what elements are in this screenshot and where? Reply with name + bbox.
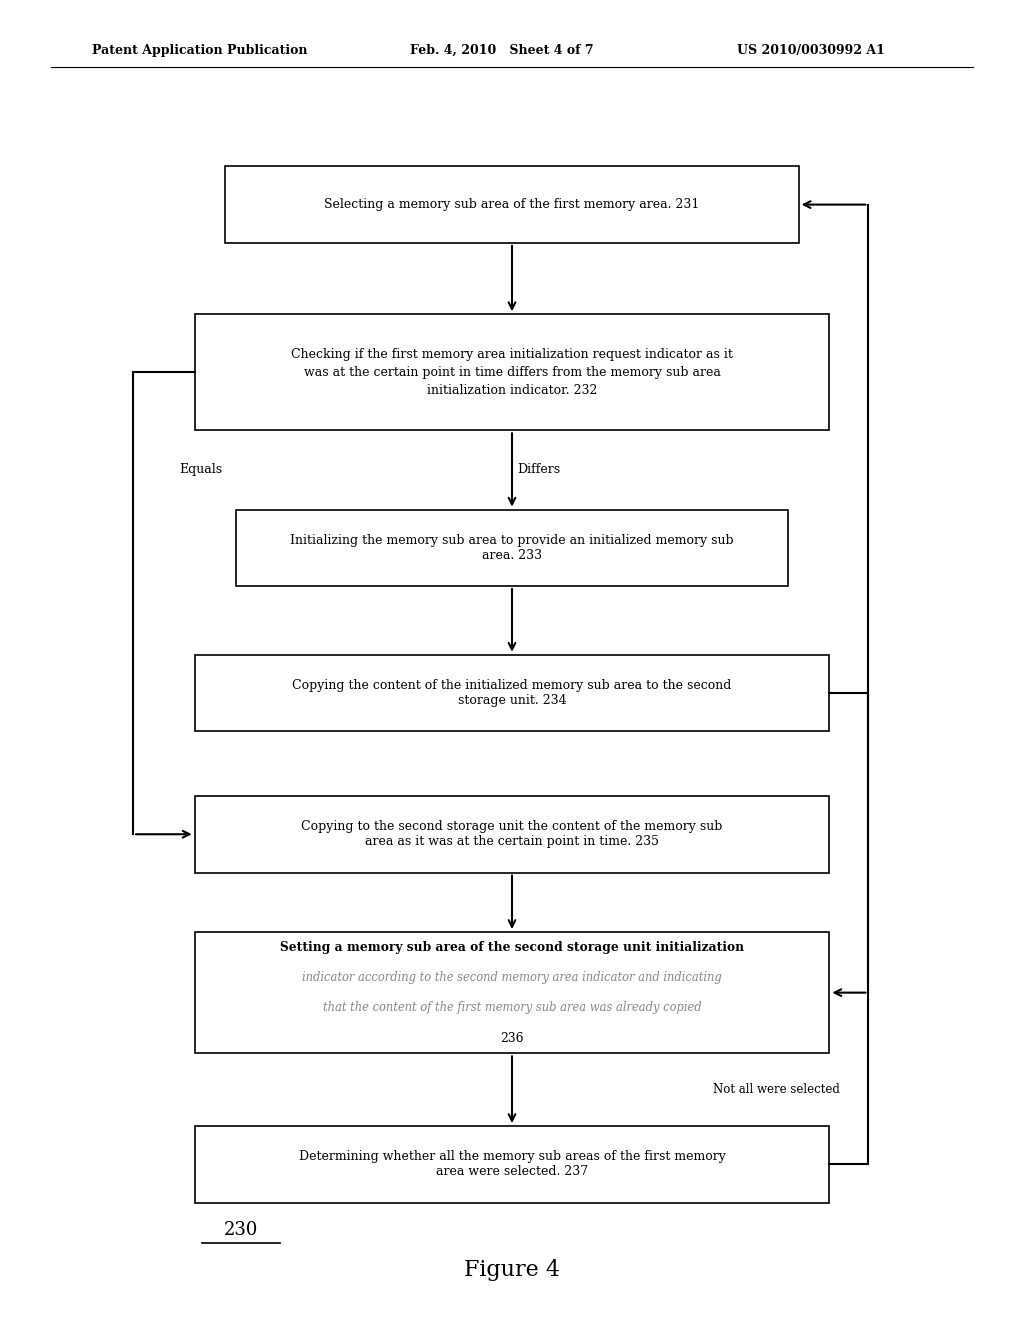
Text: Equals: Equals	[179, 463, 222, 477]
Bar	[195, 655, 829, 731]
Text: Determining whether all the memory sub areas of the first memory
area were selec: Determining whether all the memory sub a…	[299, 1150, 725, 1179]
Text: Setting a memory sub area of the second storage unit initialization: Setting a memory sub area of the second …	[280, 941, 744, 953]
Text: Differs: Differs	[517, 463, 560, 477]
Bar	[195, 932, 829, 1053]
Text: that the content of the first memory sub area was already copied: that the content of the first memory sub…	[323, 1002, 701, 1014]
Text: Not all were selected: Not all were selected	[713, 1084, 840, 1096]
Text: 230: 230	[223, 1221, 258, 1239]
Text: Feb. 4, 2010   Sheet 4 of 7: Feb. 4, 2010 Sheet 4 of 7	[410, 44, 593, 57]
Text: Checking if the first memory area initialization request indicator as it
was at : Checking if the first memory area initia…	[291, 347, 733, 397]
Text: Figure 4: Figure 4	[464, 1259, 560, 1280]
Text: 236: 236	[501, 1032, 523, 1044]
Text: Selecting a memory sub area of the first memory area. 231: Selecting a memory sub area of the first…	[325, 198, 699, 211]
Text: Copying the content of the initialized memory sub area to the second
storage uni: Copying the content of the initialized m…	[292, 678, 732, 708]
Text: Patent Application Publication: Patent Application Publication	[92, 44, 307, 57]
Bar	[225, 166, 799, 243]
Text: indicator according to the second memory area indicator and indicating: indicator according to the second memory…	[302, 972, 722, 983]
Text: Initializing the memory sub area to provide an initialized memory sub
area. 233: Initializing the memory sub area to prov…	[290, 533, 734, 562]
Bar	[195, 1126, 829, 1203]
Text: US 2010/0030992 A1: US 2010/0030992 A1	[737, 44, 885, 57]
Bar	[195, 796, 829, 873]
Bar	[195, 314, 829, 430]
Bar	[236, 510, 788, 586]
Text: Copying to the second storage unit the content of the memory sub
area as it was : Copying to the second storage unit the c…	[301, 820, 723, 849]
